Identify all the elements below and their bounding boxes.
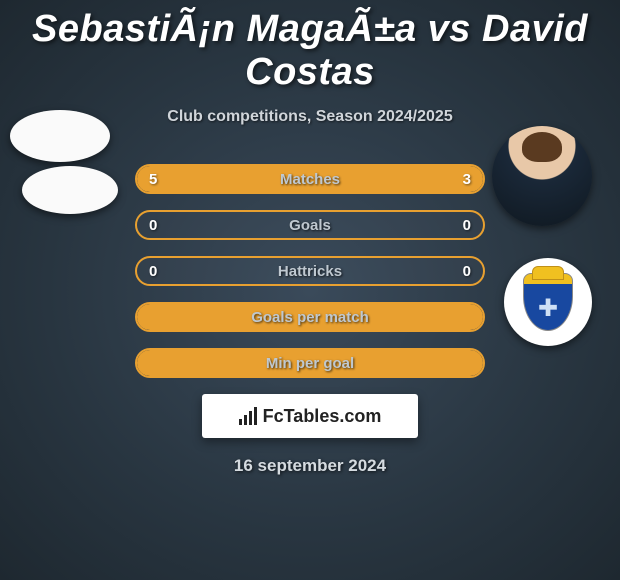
stat-label: Hattricks [137, 263, 483, 280]
stat-row: Goals per match [135, 302, 485, 332]
stat-row: 00Goals [135, 210, 485, 240]
player1-avatar [10, 110, 110, 162]
stats-area: 53Matches 00Goals 00Hattricks Goals per mat… [0, 164, 620, 378]
stat-row: 00Hattricks [135, 256, 485, 286]
stat-label: Goals per match [137, 309, 483, 326]
logo-label: FcTables.com [263, 406, 382, 427]
logo-text: FcTables.com [239, 406, 382, 427]
logo-bars-icon [239, 407, 257, 425]
stat-label: Goals [137, 217, 483, 234]
date-text: 16 september 2024 [0, 456, 620, 476]
fctables-logo[interactable]: FcTables.com [202, 394, 418, 438]
stat-row: 53Matches [135, 164, 485, 194]
stat-label: Matches [137, 171, 483, 188]
stat-row: Min per goal [135, 348, 485, 378]
page-title: SebastiÃ¡n MagaÃ±a vs David Costas [0, 0, 620, 94]
stat-label: Min per goal [137, 355, 483, 372]
